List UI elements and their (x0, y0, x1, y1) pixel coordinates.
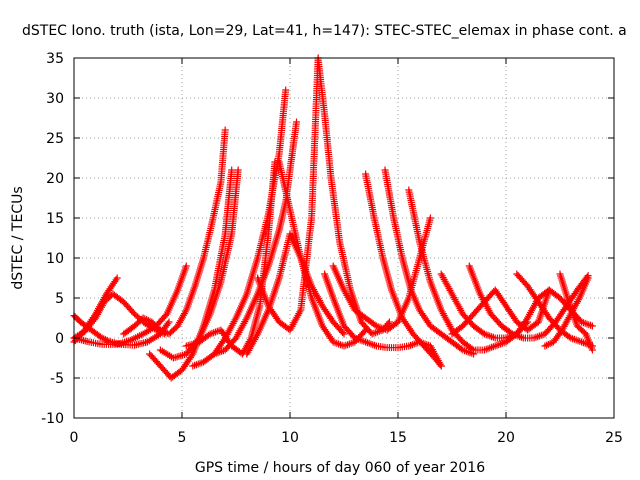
series-arc (381, 166, 478, 358)
series-arc (275, 158, 370, 350)
series-arc (120, 126, 229, 338)
series-arc (254, 54, 322, 334)
series-marks (275, 158, 370, 350)
series-arc (556, 270, 596, 354)
series-marks (314, 54, 393, 338)
grid-lines (74, 58, 614, 418)
series-arc (362, 170, 445, 370)
y-tick-label: 15 (46, 211, 64, 227)
x-tick-label: 5 (178, 430, 187, 446)
x-tick-label: 0 (70, 430, 79, 446)
series-marks (362, 170, 445, 370)
y-tick-label: 10 (46, 251, 64, 267)
y-axis-label: dSTEC / TECUs (10, 186, 26, 289)
chart-title: dSTEC Iono. truth (ista, Lon=29, Lat=41,… (22, 23, 627, 39)
y-tick-label: -10 (41, 411, 64, 427)
y-tick-label: 25 (46, 131, 64, 147)
y-tick-label: 35 (46, 51, 64, 67)
series-arc (70, 262, 190, 348)
y-tick-label: -5 (50, 371, 64, 387)
series-marks (405, 186, 510, 354)
y-tick-label: 30 (46, 91, 64, 107)
x-tick-label: 10 (281, 430, 299, 446)
series-marks (70, 262, 190, 348)
series-marks (556, 270, 596, 354)
series-arc (314, 54, 393, 338)
series-marks (120, 126, 229, 338)
x-tick-label: 25 (605, 430, 623, 446)
series-arc (405, 186, 510, 354)
x-tick-label: 15 (389, 430, 407, 446)
y-tick-label: 0 (55, 331, 64, 347)
y-tick-label: 20 (46, 171, 64, 187)
series-marks (254, 54, 322, 334)
series-arc (70, 290, 169, 342)
data-marks (70, 54, 596, 382)
y-tick-labels: -10 -5 0 5 10 15 20 25 30 35 (41, 51, 614, 427)
x-tick-label: 20 (497, 430, 515, 446)
y-tick-label: 5 (55, 291, 64, 307)
x-axis-label: GPS time / hours of day 060 of year 2016 (195, 460, 485, 476)
x-tick-labels: 0 5 10 15 20 25 (70, 58, 623, 446)
series-marks (381, 166, 478, 358)
plot-frame (73, 57, 615, 419)
series-marks (70, 290, 169, 342)
